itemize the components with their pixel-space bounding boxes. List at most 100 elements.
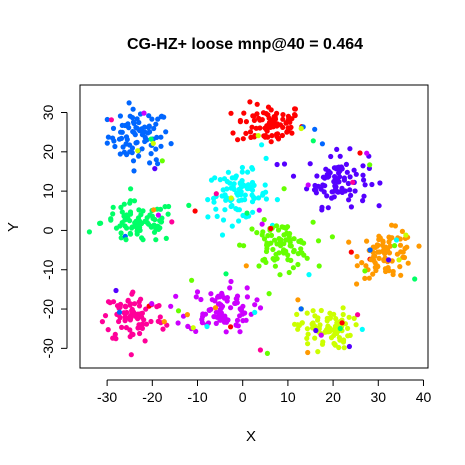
data-point (223, 197, 229, 203)
data-point (152, 223, 158, 229)
data-point (259, 142, 265, 148)
data-point (324, 325, 331, 331)
data-point (253, 125, 259, 131)
data-point (244, 294, 250, 300)
data-point (240, 136, 246, 142)
data-point (213, 309, 219, 315)
data-point (268, 107, 274, 113)
data-point (235, 137, 241, 143)
x-axis: -30 -20 -10 0 10 20 30 40 (97, 379, 432, 405)
data-point (375, 264, 381, 270)
data-point (261, 217, 267, 223)
data-point (348, 204, 354, 210)
data-point (256, 207, 262, 213)
data-point (351, 167, 357, 173)
data-point (267, 124, 273, 130)
data-point (202, 311, 209, 317)
data-point (404, 244, 410, 250)
data-point (287, 239, 293, 245)
data-point (285, 125, 291, 131)
data-point (243, 130, 249, 136)
data-point (268, 139, 274, 145)
data-point (280, 112, 286, 118)
x-tick-label: 40 (416, 389, 432, 405)
data-point (130, 129, 136, 135)
data-point (239, 169, 245, 175)
data-point (386, 250, 393, 256)
data-point (368, 257, 374, 263)
data-point (266, 291, 272, 297)
data-point (351, 315, 357, 321)
data-point (230, 184, 236, 190)
data-point (186, 202, 192, 208)
data-point (394, 251, 400, 257)
data-point (319, 207, 325, 213)
data-point (315, 317, 321, 323)
data-point (315, 349, 321, 355)
data-point (350, 179, 356, 185)
data-point (222, 193, 228, 199)
data-point (153, 237, 159, 243)
data-point (140, 208, 146, 214)
data-point (361, 193, 367, 199)
data-point (363, 263, 369, 269)
data-point (392, 243, 398, 249)
data-point (313, 327, 319, 334)
data-point (273, 251, 279, 257)
data-point (121, 149, 127, 155)
data-point (198, 296, 204, 303)
data-point (110, 204, 116, 210)
data-point (399, 228, 405, 234)
data-point (154, 134, 160, 140)
data-point (223, 271, 229, 277)
data-point (134, 218, 140, 224)
data-point (362, 268, 368, 274)
data-point (332, 323, 338, 329)
data-point (119, 324, 125, 330)
data-point (346, 314, 352, 320)
data-point (290, 265, 296, 271)
data-point (208, 291, 214, 297)
data-point (138, 311, 144, 317)
data-point (122, 316, 128, 323)
data-point (130, 158, 137, 164)
y-tick-label: 30 (40, 105, 56, 121)
data-point (274, 256, 280, 262)
data-point (354, 263, 360, 269)
data-point (291, 247, 297, 253)
data-point (264, 242, 270, 248)
data-point (228, 110, 234, 116)
data-point (298, 306, 304, 312)
data-point (229, 202, 235, 209)
data-point (136, 153, 142, 159)
data-point (127, 313, 133, 319)
data-point (234, 317, 241, 323)
data-point (117, 151, 123, 157)
data-point (310, 138, 316, 144)
data-point (155, 212, 161, 218)
data-point (341, 175, 347, 181)
data-point (211, 199, 217, 205)
data-point (104, 140, 110, 146)
data-point (295, 326, 301, 332)
data-point (123, 134, 130, 140)
data-point (337, 337, 343, 343)
data-point (116, 318, 122, 325)
data-point (236, 198, 242, 204)
data-point (275, 135, 281, 141)
data-point (331, 327, 337, 333)
data-point (317, 322, 323, 328)
data-point (340, 305, 346, 311)
data-point (274, 121, 280, 127)
data-point (260, 257, 266, 263)
data-point (233, 206, 239, 212)
data-point (354, 281, 360, 287)
data-point (318, 307, 324, 314)
data-point (213, 206, 219, 212)
data-point (272, 114, 278, 120)
data-point (270, 119, 276, 125)
data-point (153, 157, 159, 163)
data-point (134, 116, 140, 122)
data-point (107, 300, 113, 306)
data-point (251, 117, 257, 123)
